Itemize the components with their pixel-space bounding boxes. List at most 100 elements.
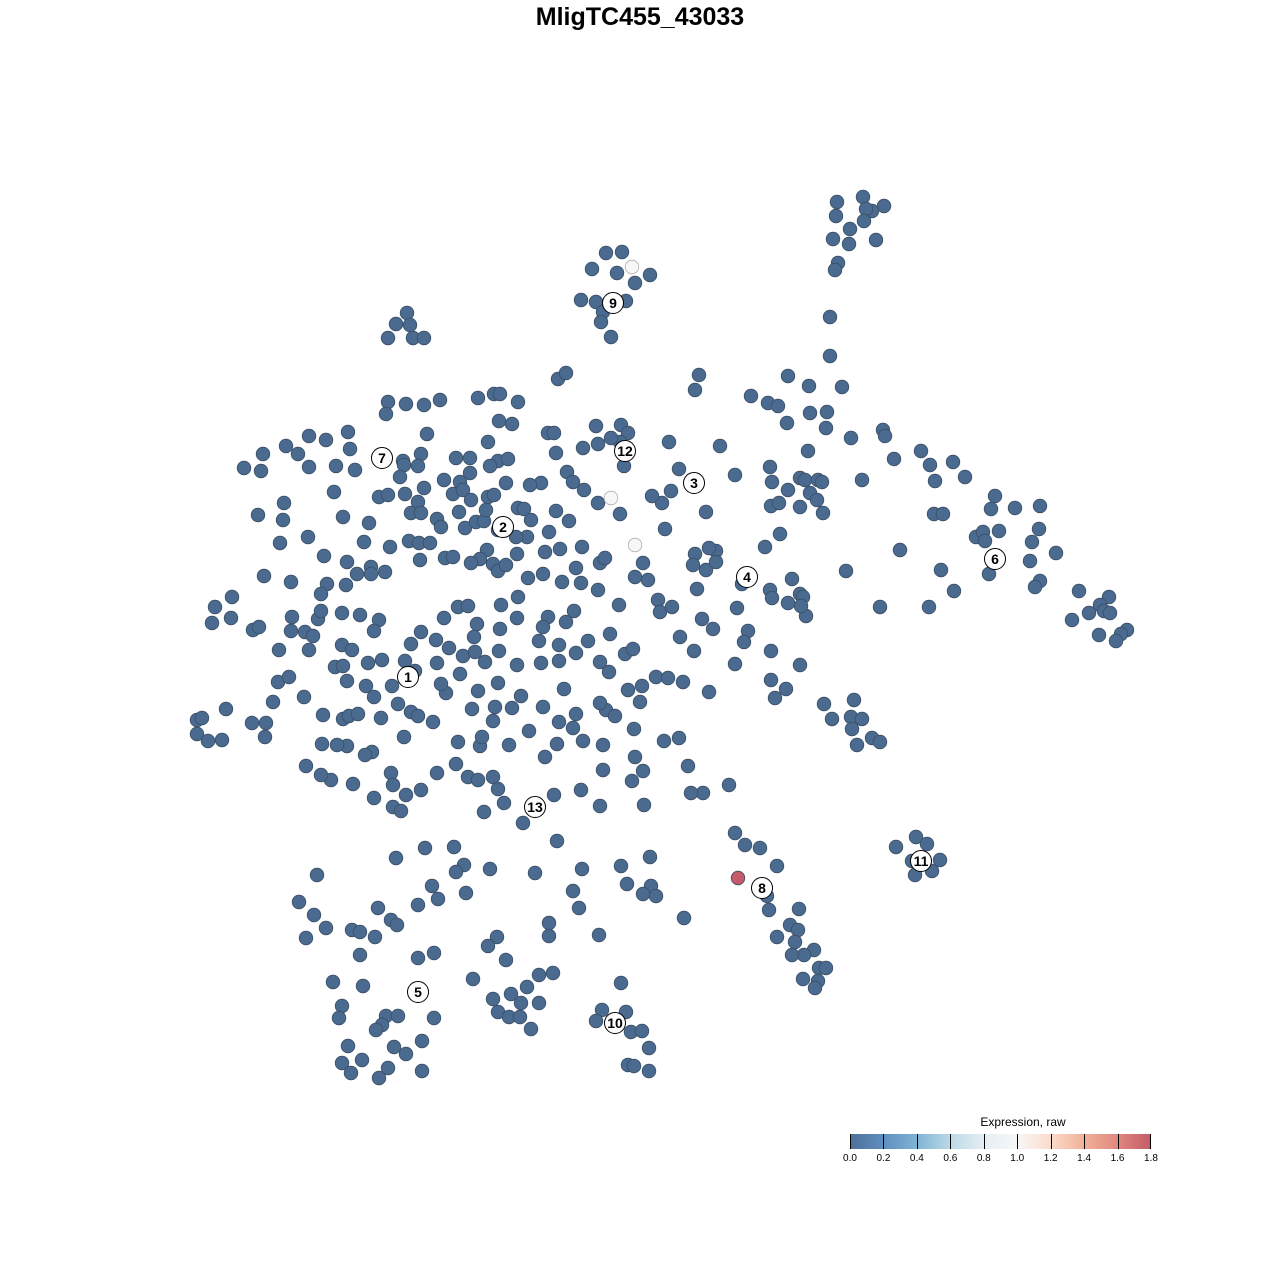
cell-point bbox=[624, 259, 640, 275]
cell-point bbox=[762, 459, 778, 475]
cell-point bbox=[694, 611, 710, 627]
cluster-label-text: 10 bbox=[607, 1015, 623, 1031]
cell-point bbox=[818, 960, 834, 976]
cell-point bbox=[251, 619, 267, 635]
cell-point bbox=[352, 607, 368, 623]
cell-point bbox=[436, 472, 452, 488]
cell-point bbox=[416, 397, 432, 413]
cell-point bbox=[945, 454, 961, 470]
cell-point bbox=[363, 566, 379, 582]
cell-point bbox=[399, 305, 415, 321]
cell-point bbox=[568, 560, 584, 576]
cell-point bbox=[414, 1033, 430, 1049]
cell-point bbox=[306, 907, 322, 923]
cell-point bbox=[727, 825, 743, 841]
cell-point bbox=[872, 599, 888, 615]
cell-point bbox=[315, 707, 331, 723]
cluster-label-circle bbox=[683, 472, 705, 494]
cell-point bbox=[368, 1022, 384, 1038]
cell-point bbox=[410, 708, 426, 724]
cell-point bbox=[485, 713, 501, 729]
cell-point bbox=[705, 621, 721, 637]
cell-point bbox=[296, 689, 312, 705]
legend-title: Expression, raw bbox=[980, 1115, 1066, 1129]
cell-point bbox=[561, 513, 577, 529]
cell-point bbox=[603, 490, 619, 506]
cell-point bbox=[470, 772, 486, 788]
cell-point bbox=[301, 459, 317, 475]
cell-point bbox=[769, 929, 785, 945]
cell-point bbox=[779, 415, 795, 431]
cluster-label-circle bbox=[614, 440, 636, 462]
cell-point bbox=[652, 604, 668, 620]
cell-point bbox=[283, 623, 299, 639]
cell-point bbox=[708, 554, 724, 570]
cell-point bbox=[377, 564, 393, 580]
cell-point bbox=[265, 694, 281, 710]
cell-point bbox=[370, 900, 386, 916]
cell-point bbox=[642, 849, 658, 865]
cell-point bbox=[272, 535, 288, 551]
cluster-label-9: 9 bbox=[602, 292, 624, 314]
cell-point bbox=[620, 682, 636, 698]
cell-point bbox=[360, 655, 376, 671]
cell-point bbox=[537, 749, 553, 765]
cell-point bbox=[635, 763, 651, 779]
cell-point bbox=[795, 971, 811, 987]
cell-point bbox=[493, 597, 509, 613]
cell-point bbox=[603, 329, 619, 345]
cell-point bbox=[433, 519, 449, 535]
cell-point bbox=[818, 420, 834, 436]
cell-point bbox=[350, 706, 366, 722]
cell-point bbox=[807, 980, 823, 996]
cell-point bbox=[552, 541, 568, 557]
cell-point bbox=[486, 487, 502, 503]
cell-point bbox=[276, 495, 292, 511]
legend-tick-mark bbox=[1017, 1134, 1019, 1149]
cell-point bbox=[790, 922, 806, 938]
cell-point bbox=[815, 505, 831, 521]
cell-point bbox=[358, 678, 374, 694]
cell-point bbox=[520, 570, 536, 586]
cell-point bbox=[919, 836, 935, 852]
cell-point bbox=[334, 1055, 350, 1071]
cell-point bbox=[380, 330, 396, 346]
cell-point bbox=[204, 615, 220, 631]
cell-point bbox=[695, 785, 711, 801]
cell-point bbox=[635, 886, 651, 902]
cell-point bbox=[556, 681, 572, 697]
cell-point bbox=[355, 978, 371, 994]
cell-point bbox=[523, 1021, 539, 1037]
cell-point bbox=[328, 458, 344, 474]
cell-point bbox=[568, 706, 584, 722]
cell-point bbox=[462, 450, 478, 466]
cell-point bbox=[316, 548, 332, 564]
cell-point bbox=[664, 599, 680, 615]
cell-point bbox=[686, 643, 702, 659]
cell-point bbox=[701, 684, 717, 700]
cell-point bbox=[478, 502, 494, 518]
cell-point bbox=[689, 581, 705, 597]
cell-point bbox=[635, 555, 651, 571]
cell-point bbox=[489, 929, 505, 945]
cell-point bbox=[612, 506, 628, 522]
cell-point bbox=[602, 626, 618, 642]
cell-point bbox=[385, 777, 401, 793]
legend-tick-mark bbox=[1050, 1134, 1052, 1149]
cell-point bbox=[691, 367, 707, 383]
cell-point bbox=[354, 1052, 370, 1068]
cell-point bbox=[632, 694, 648, 710]
cell-point bbox=[413, 782, 429, 798]
cell-point bbox=[424, 878, 440, 894]
cluster-label-circle bbox=[407, 981, 429, 1003]
cell-point bbox=[548, 503, 564, 519]
cell-point bbox=[283, 574, 299, 590]
cell-point bbox=[834, 379, 850, 395]
cell-point bbox=[492, 386, 508, 402]
cell-point bbox=[592, 695, 608, 711]
cell-point bbox=[764, 474, 780, 490]
legend-tick-label: 0.4 bbox=[909, 1153, 924, 1164]
cell-point bbox=[625, 641, 641, 657]
cell-point bbox=[535, 566, 551, 582]
